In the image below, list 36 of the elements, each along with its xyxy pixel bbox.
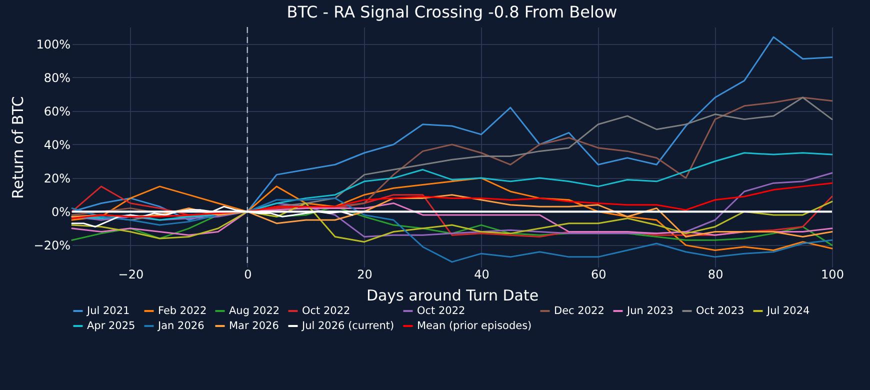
y-tick-label: 40% <box>44 138 70 152</box>
line-series <box>71 194 833 238</box>
y-tick-label: 0% <box>51 205 70 220</box>
x-tick-label: 20 <box>357 268 372 282</box>
x-tick-label: 60 <box>591 268 606 282</box>
line-series <box>71 182 833 220</box>
y-tick-label: −20% <box>34 238 70 253</box>
legend-label: Jul 2021 <box>86 305 130 317</box>
legend-label: Oct 2022 <box>417 305 466 317</box>
legend-label: Oct 2022 <box>302 305 350 317</box>
legend-label: Feb 2022 <box>158 305 207 317</box>
y-tick-label: 80% <box>44 70 70 85</box>
y-axis-title: Return of BTC <box>8 96 27 199</box>
y-tick-label: 100% <box>36 37 70 52</box>
legend-label: Jun 2023 <box>626 305 674 317</box>
x-tick-label: 40 <box>474 268 490 282</box>
x-tick-label: −20 <box>118 268 144 282</box>
y-tick-label: 60% <box>44 104 70 118</box>
x-tick-label: 100 <box>821 268 844 282</box>
line-series <box>71 177 833 251</box>
chart-title: BTC - RA Signal Crossing -0.8 From Below <box>286 2 618 22</box>
legend-label: Jul 2026 (current) <box>301 320 394 332</box>
legend-label: Jan 2026 <box>157 320 205 332</box>
x-tick-label: 0 <box>244 268 252 282</box>
line-series <box>71 202 833 236</box>
legend-label: Mar 2026 <box>229 320 280 332</box>
legend-label: Mean (prior episodes) <box>417 320 532 332</box>
legend-label: Jul 2024 <box>766 305 810 317</box>
x-axis-title: Days around Turn Date <box>366 286 539 304</box>
legend-label: Oct 2023 <box>696 305 744 317</box>
y-tick-label: 20% <box>44 172 70 186</box>
x-tick-label: 80 <box>708 268 724 282</box>
legend-label: Dec 2022 <box>554 305 604 317</box>
line-series <box>71 197 833 263</box>
legend-label: Aug 2022 <box>229 305 280 317</box>
legend-label: Apr 2025 <box>87 320 136 332</box>
